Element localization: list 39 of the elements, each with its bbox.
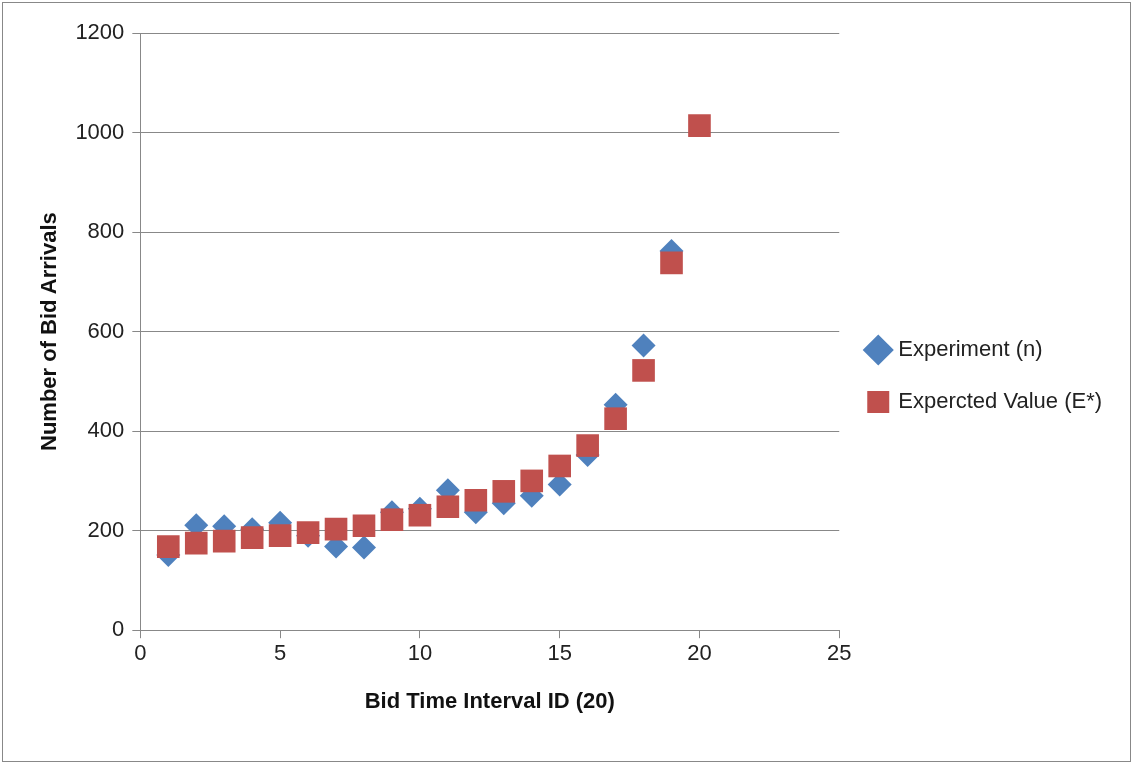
point bbox=[352, 514, 376, 537]
y-tick-label: 400 bbox=[87, 417, 125, 443]
point bbox=[520, 469, 544, 493]
point bbox=[212, 529, 236, 553]
legend-label: Experiment (n) bbox=[898, 336, 1043, 362]
point bbox=[492, 480, 516, 503]
point bbox=[548, 454, 571, 478]
point bbox=[351, 535, 376, 560]
point bbox=[408, 503, 432, 527]
y-tick-label: 1200 bbox=[75, 19, 125, 45]
point bbox=[240, 526, 264, 549]
point bbox=[688, 114, 711, 137]
point bbox=[296, 521, 320, 544]
point bbox=[268, 524, 292, 547]
legend-label: Expercted Value (E*) bbox=[898, 388, 1103, 414]
point bbox=[660, 251, 683, 275]
y-tick-label: 800 bbox=[87, 218, 125, 244]
point bbox=[631, 333, 656, 358]
x-tick-label: 20 bbox=[687, 640, 712, 666]
point bbox=[436, 495, 460, 519]
x-tick-label: 25 bbox=[827, 640, 852, 666]
x-axis-title: Bid Time Interval ID (20) bbox=[364, 687, 615, 713]
x-tick-label: 15 bbox=[547, 640, 572, 666]
point bbox=[380, 508, 404, 532]
x-tick-label: 10 bbox=[407, 640, 433, 666]
point bbox=[156, 535, 180, 558]
x-tick-label: 0 bbox=[134, 640, 147, 666]
y-tick-label: 200 bbox=[87, 516, 125, 542]
y-tick-label: 0 bbox=[112, 616, 125, 642]
x-tick-label: 5 bbox=[274, 640, 287, 666]
y-tick-label: 1000 bbox=[75, 118, 125, 144]
point bbox=[324, 517, 348, 541]
y-tick-label: 600 bbox=[87, 317, 125, 343]
point bbox=[464, 489, 488, 512]
point bbox=[184, 531, 208, 555]
point bbox=[576, 434, 599, 457]
point bbox=[632, 359, 655, 382]
point bbox=[604, 407, 627, 431]
y-axis-title: Number of Bid Arrivals bbox=[36, 212, 62, 451]
